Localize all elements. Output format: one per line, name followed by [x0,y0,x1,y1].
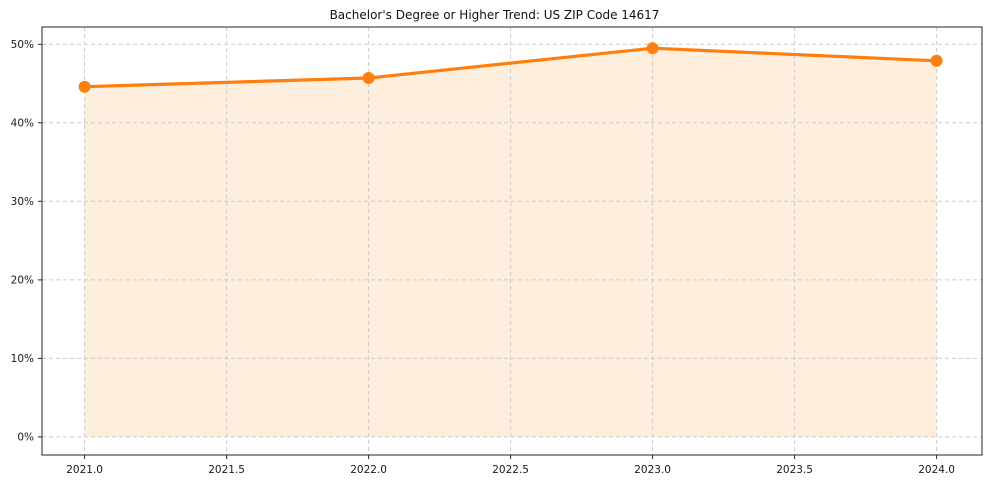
y-tick-label: 30% [11,196,34,208]
data-point-marker [362,72,375,84]
x-tick-label: 2022.0 [350,464,387,476]
x-tick-label: 2022.5 [492,464,529,476]
x-tick-label: 2021.5 [208,464,245,476]
y-tick-label: 50% [11,39,34,51]
y-tick-label: 40% [11,118,34,130]
y-tick-label: 20% [11,275,34,287]
x-tick-label: 2023.0 [634,464,671,476]
x-tick-label: 2023.5 [776,464,813,476]
y-tick-label: 10% [11,353,34,365]
chart-title: Bachelor's Degree or Higher Trend: US ZI… [329,8,660,22]
area-fill [84,48,937,437]
data-point-marker [78,80,91,93]
data-point-marker [930,54,943,67]
x-tick-label: 2024.0 [918,464,955,476]
plot-border [41,26,983,456]
x-tick-label: 2021.0 [66,464,103,476]
trend-line [83,46,939,89]
y-tick-label: 0% [17,432,34,444]
data-point-marker [646,42,659,55]
